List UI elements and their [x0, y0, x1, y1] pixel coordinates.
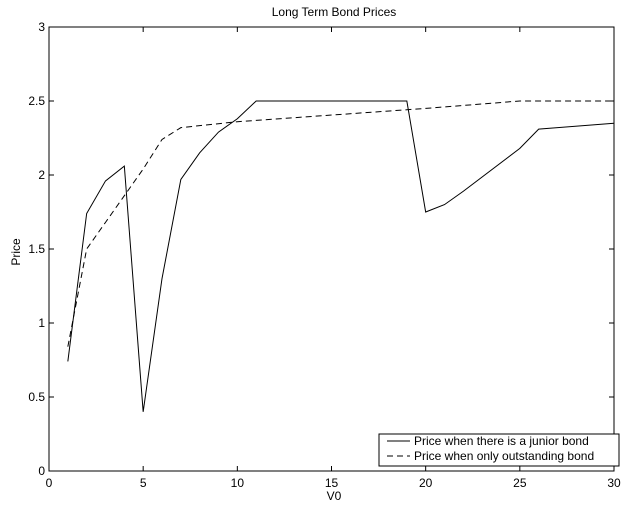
x-tick-label: 5	[140, 476, 147, 490]
x-tick-label: 20	[419, 476, 433, 490]
y-tick-label: 1	[38, 316, 45, 330]
x-tick-label: 25	[513, 476, 527, 490]
x-tick-label: 15	[325, 476, 339, 490]
outstanding-bond-series-line	[67, 100, 614, 347]
y-tick-label: 2.5	[28, 94, 45, 108]
x-tick-label: 10	[231, 476, 245, 490]
x-tick-label: 0	[46, 476, 53, 490]
y-tick-label: 0.5	[28, 390, 45, 404]
chart-title: Long Term Bond Prices	[272, 5, 397, 19]
legend-box	[378, 433, 620, 467]
y-tick-label: 2	[38, 168, 45, 182]
tick-layer: 0 5 10 15 20 25 30 0 0.5 1 1.5 2 2.5 3	[28, 20, 621, 490]
y-axis-label: Price	[9, 238, 23, 266]
x-tick-label: 30	[607, 476, 621, 490]
junior-bond-series-line	[67, 100, 615, 412]
y-tick-label: 3	[38, 20, 45, 34]
x-axis-label: V0	[327, 489, 342, 503]
legend-label-outstanding-bond: Price when only outstanding bond	[414, 449, 594, 463]
y-tick-label: 1.5	[28, 242, 45, 256]
plot-frame	[48, 26, 615, 472]
y-tick-label: 0	[38, 464, 45, 478]
series-layer	[67, 100, 615, 412]
legend-label-junior-bond: Price when there is a junior bond	[414, 434, 589, 448]
